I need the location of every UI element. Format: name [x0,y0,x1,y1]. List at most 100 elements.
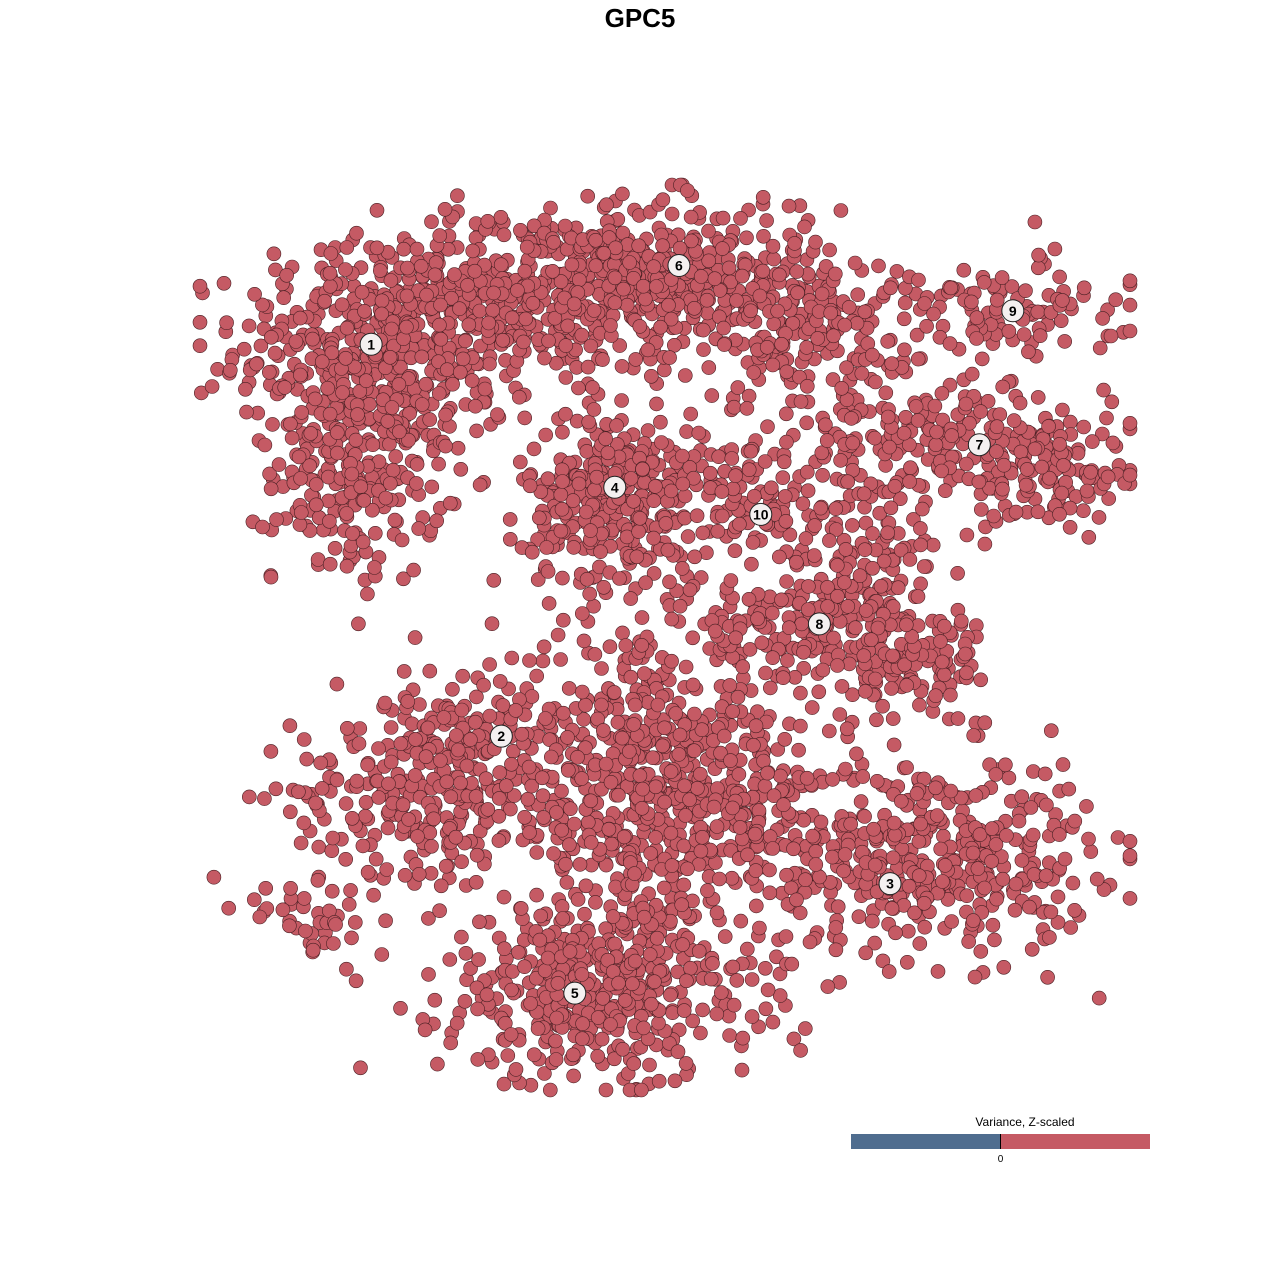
data-point [553,523,569,539]
data-point [537,1066,552,1081]
data-point [771,267,787,283]
data-point [465,243,481,259]
data-point [695,1002,710,1018]
data-point [459,758,475,774]
data-point [1011,813,1027,829]
data-point [553,274,569,289]
data-point [775,670,791,686]
data-point [776,797,791,813]
data-point [368,851,384,867]
data-point [676,838,692,854]
data-point [675,476,691,492]
data-point [623,591,639,606]
data-point [493,257,509,273]
data-point [864,347,880,363]
data-point [347,915,363,930]
data-point [995,481,1010,497]
data-point [953,613,969,629]
data-point [442,952,458,967]
data-point [798,872,813,888]
data-point [384,400,400,415]
data-point [716,728,732,744]
data-point [635,461,650,477]
data-point [715,210,731,226]
data-point [206,869,222,885]
data-point [645,750,661,766]
data-point [682,792,697,808]
data-point [754,635,770,651]
data-point [1040,969,1055,985]
data-point [913,537,929,553]
data-point [714,484,730,499]
data-point [431,456,446,472]
data-point [339,320,355,336]
data-point [284,430,300,446]
cluster-label-text: 3 [886,876,894,892]
data-point [734,1062,750,1078]
data-point [799,378,815,394]
data-point [907,905,922,921]
data-point [502,531,518,547]
data-point [257,437,273,453]
data-point [493,210,509,225]
data-point [866,821,881,837]
data-point [385,462,401,478]
data-point [1001,323,1017,339]
data-point [663,764,679,779]
data-point [504,982,519,998]
data-point [724,870,740,886]
data-point [750,611,765,627]
data-point [619,297,635,313]
data-point [603,318,618,333]
data-point [524,778,540,794]
data-point [513,901,529,916]
data-point [867,430,883,446]
data-point [324,345,340,361]
data-point [916,559,932,574]
data-point [727,543,743,559]
data-point [840,599,856,614]
data-point [393,1000,408,1016]
data-point [1024,941,1040,957]
data-point [779,867,794,883]
data-point [514,726,530,742]
data-point [496,889,512,905]
data-point [418,376,434,392]
data-point [733,913,749,929]
data-point [701,253,717,269]
data-point [476,677,491,693]
data-point [565,1047,581,1063]
data-point [615,186,630,202]
data-point [662,574,677,590]
data-point [967,969,983,985]
data-point [1089,871,1105,887]
data-point [338,796,354,811]
data-point [570,749,585,765]
data-point [701,360,717,375]
data-point [553,652,568,667]
data-point [607,295,623,311]
data-point [216,275,232,291]
data-point [296,891,312,906]
data-point [989,444,1004,459]
data-point [897,342,912,358]
data-point [721,260,737,276]
data-point [804,700,820,715]
data-point [1079,799,1094,814]
data-point [529,668,545,684]
data-point [594,1031,610,1047]
data-point [670,1044,686,1059]
data-point [470,1001,485,1017]
data-point [485,302,501,318]
data-point [980,393,996,409]
data-point [294,405,309,420]
data-point [843,816,859,832]
data-point [836,863,851,879]
data-point [438,407,453,423]
data-point [401,812,416,827]
data-point [910,413,926,428]
data-point [1122,297,1138,313]
data-point [679,424,694,439]
data-point [911,272,926,288]
data-point [709,819,725,834]
